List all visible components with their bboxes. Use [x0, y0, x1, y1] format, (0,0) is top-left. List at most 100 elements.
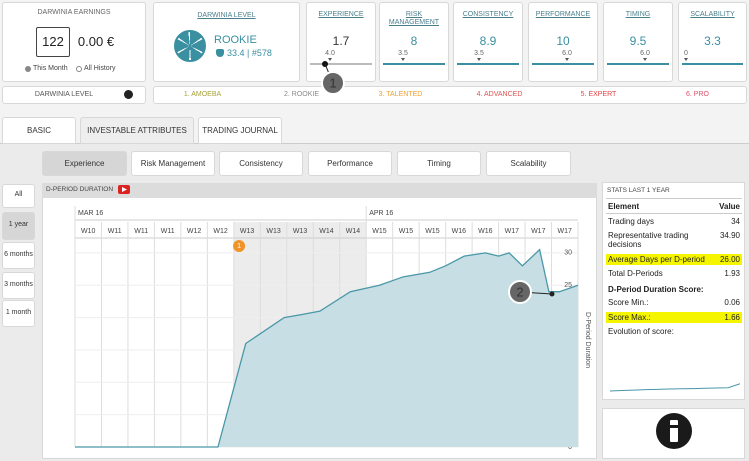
- score-row-value: 0.06: [724, 298, 740, 307]
- metric-title[interactable]: RISK MANAGEMENT: [388, 11, 440, 27]
- metric-title[interactable]: CONSISTENCY: [462, 11, 514, 18]
- earnings-count: 122: [42, 34, 64, 49]
- stats-row-label: Total D-Periods: [608, 269, 663, 278]
- level-step: 5. EXPERT: [580, 91, 617, 98]
- radio[interactable]: [76, 66, 82, 72]
- level-title: DARWINIA LEVEL: [197, 12, 256, 19]
- level-icon: [174, 30, 206, 62]
- stats-section-label: D-Period Duration Score:: [608, 285, 704, 294]
- sub-tab-label[interactable]: Scalability: [510, 159, 547, 168]
- sub-tab[interactable]: [219, 151, 303, 176]
- period-label[interactable]: 1 month: [5, 308, 32, 316]
- info-glyph: [670, 420, 678, 442]
- stats-row-label: Average Days per D-period: [608, 255, 705, 264]
- rule: [606, 213, 742, 214]
- period-button[interactable]: [2, 184, 35, 208]
- chart-panel: [42, 183, 597, 459]
- score-row-label: Score Max.:: [608, 313, 651, 322]
- count-box: [36, 27, 70, 57]
- level-steps: [153, 86, 747, 104]
- metric-value: 1.7: [332, 34, 350, 48]
- earnings-title: DARWINIA EARNINGS: [37, 9, 111, 16]
- rule: [606, 198, 742, 199]
- metric-slider: [532, 63, 594, 65]
- tab[interactable]: [198, 117, 282, 144]
- sub-tab-label[interactable]: Timing: [427, 159, 451, 168]
- stats-header-label: Element: [608, 202, 640, 211]
- radio-label[interactable]: This Month: [33, 65, 68, 72]
- metric-title[interactable]: EXPERIENCE: [318, 11, 364, 18]
- metric-value: 9.5: [629, 34, 647, 48]
- stats-row-value: 26.00: [719, 255, 740, 264]
- sub-tab[interactable]: [42, 151, 127, 176]
- metric-value: 10: [556, 34, 570, 48]
- stats-title: STATS LAST 1 YEAR: [607, 187, 670, 194]
- stats-row-value: 1.93: [724, 269, 740, 278]
- threshold-mark: [401, 58, 405, 61]
- period-button[interactable]: [2, 212, 35, 240]
- threshold-mark: [643, 58, 647, 61]
- sub-tab-label[interactable]: Performance: [327, 159, 373, 168]
- metric-value: 8: [410, 34, 418, 48]
- metric-title[interactable]: SCALABILITY: [690, 11, 735, 18]
- level-name: ROOKIE: [214, 34, 257, 46]
- period-button[interactable]: [2, 300, 35, 327]
- earnings-amount: 0.00 €: [77, 34, 115, 49]
- threshold-mark: [684, 58, 688, 61]
- highlight: [606, 312, 742, 323]
- radio[interactable]: [25, 66, 31, 72]
- metric-panel[interactable]: [603, 2, 673, 82]
- metric-panel[interactable]: [678, 2, 747, 82]
- video-icon[interactable]: [118, 185, 130, 194]
- sub-tab-label[interactable]: Consistency: [239, 159, 283, 168]
- info-icon: [124, 90, 133, 99]
- metric-value: 3.3: [704, 34, 721, 48]
- period-button[interactable]: [2, 242, 35, 269]
- metric-title[interactable]: TIMING: [625, 11, 651, 18]
- stats-row-value: 34: [731, 217, 740, 226]
- sub-tab-label[interactable]: Experience: [64, 159, 105, 168]
- metric-threshold: 3.5: [398, 50, 408, 57]
- stats-header-value: Value: [719, 202, 740, 211]
- stats-row-value: 34.90: [719, 231, 740, 240]
- sub-tab[interactable]: [486, 151, 571, 176]
- level-step: 1. AMOEBA: [183, 91, 222, 98]
- metric-panel[interactable]: [528, 2, 598, 82]
- metric-threshold: 3.5: [474, 50, 484, 57]
- tab-label[interactable]: TRADING JOURNAL: [202, 126, 278, 135]
- period-button[interactable]: [2, 272, 35, 299]
- metric-value: 8.9: [479, 34, 497, 48]
- metric-panel[interactable]: [379, 2, 449, 82]
- metric-threshold: 4.0: [325, 50, 335, 57]
- threshold-mark: [328, 58, 332, 61]
- stats-row-label: Trading days: [608, 217, 654, 226]
- period-label[interactable]: All: [14, 191, 23, 198]
- threshold-mark: [565, 58, 569, 61]
- level-step: 3. TALENTED: [378, 91, 423, 98]
- period-label[interactable]: 6 months: [4, 250, 33, 258]
- metric-panel[interactable]: [306, 2, 376, 82]
- sub-tab-label[interactable]: Risk Management: [140, 159, 206, 168]
- tab-label[interactable]: INVESTABLE ATTRIBUTES: [87, 126, 187, 135]
- radio-label[interactable]: All History: [84, 65, 116, 72]
- sub-tab[interactable]: [308, 151, 392, 176]
- metric-panel[interactable]: [453, 2, 523, 82]
- metric-slider: [383, 63, 445, 65]
- metric-slider: [457, 63, 519, 65]
- stats-row-label: Representative trading decisions: [608, 231, 689, 250]
- level-score: 33.4 | #578: [227, 48, 272, 58]
- tab[interactable]: [80, 117, 194, 144]
- period-label[interactable]: 1 year: [8, 221, 29, 228]
- tab-label[interactable]: BASIC: [26, 126, 51, 135]
- period-label[interactable]: 3 months: [4, 280, 33, 288]
- level-step: 4. ADVANCED: [476, 91, 523, 98]
- highlight: [606, 254, 742, 265]
- tab[interactable]: [2, 117, 76, 144]
- sub-tab[interactable]: [131, 151, 215, 176]
- metric-threshold: 6.0: [562, 50, 572, 57]
- sub-tab[interactable]: [397, 151, 481, 176]
- metric-title[interactable]: PERFORMANCE: [535, 11, 591, 18]
- chart-header: [42, 183, 597, 198]
- chart-title: D-PERIOD DURATION: [46, 186, 114, 193]
